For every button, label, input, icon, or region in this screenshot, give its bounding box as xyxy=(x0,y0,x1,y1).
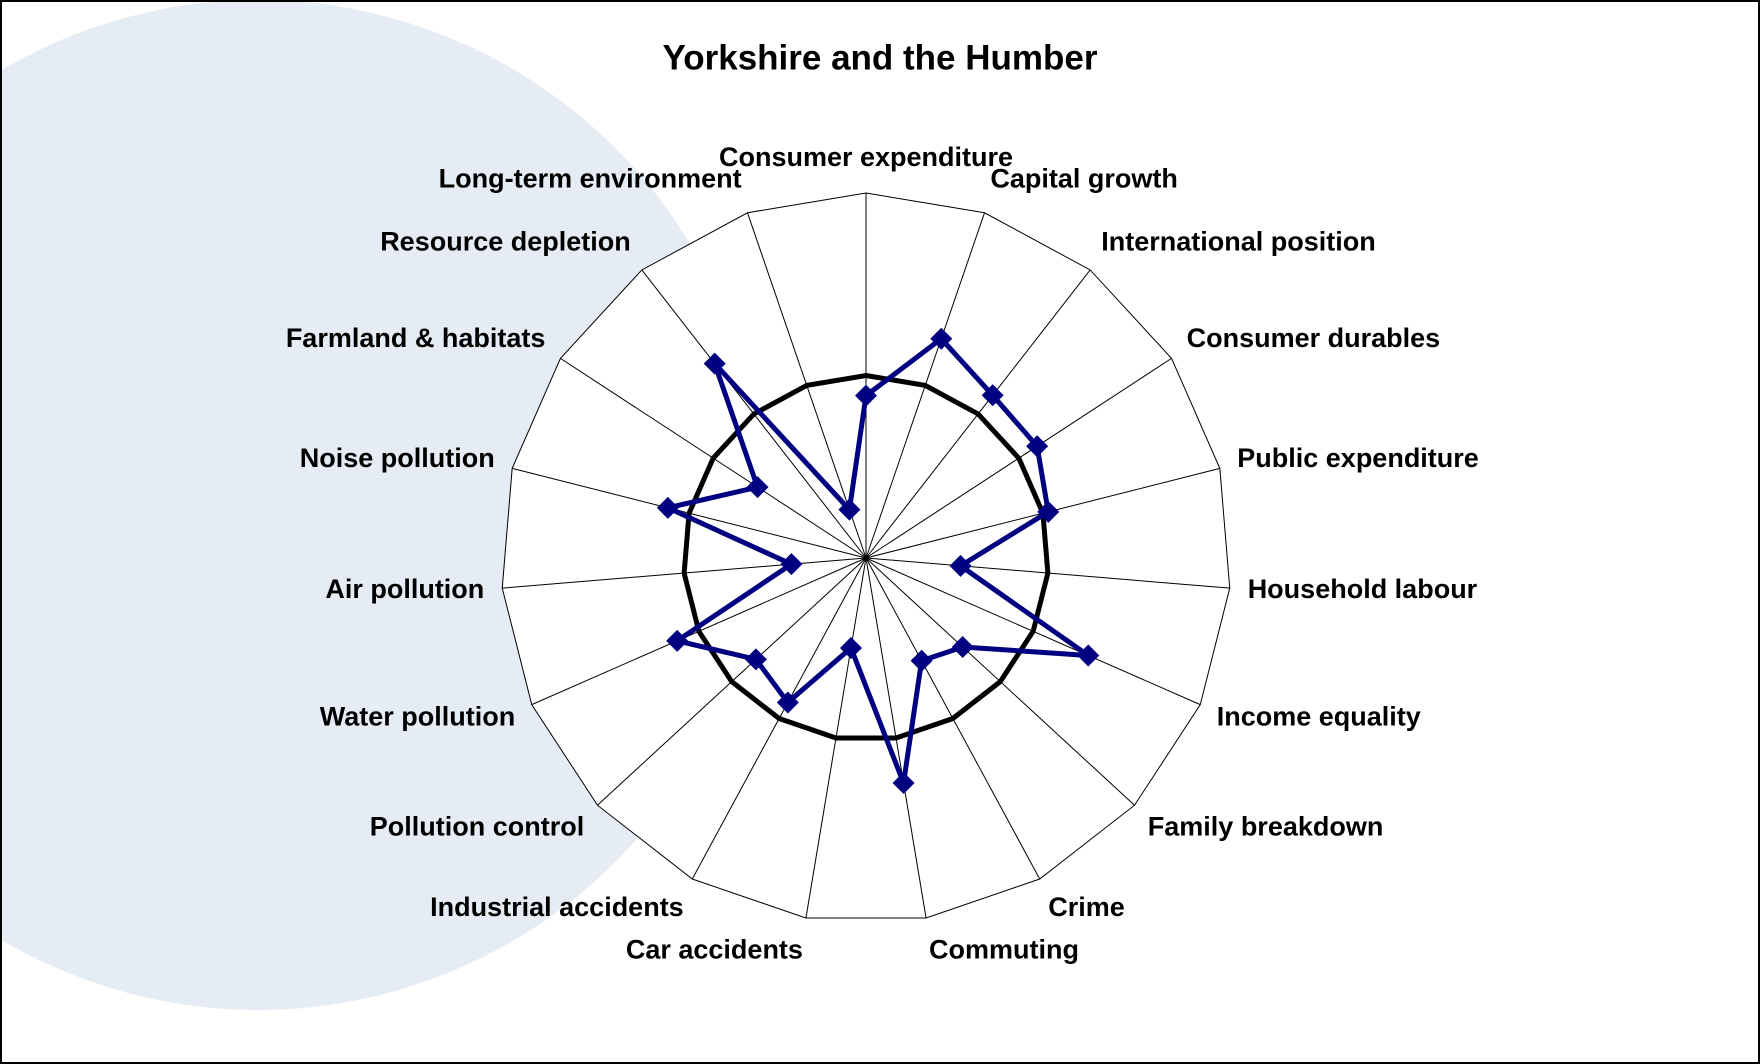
category-label: Capital growth xyxy=(990,164,1177,194)
category-label: Noise pollution xyxy=(300,443,495,473)
category-label: International position xyxy=(1101,226,1376,256)
marker xyxy=(838,498,861,521)
marker xyxy=(776,691,799,714)
category-label: Air pollution xyxy=(325,574,484,604)
category-label: Car accidents xyxy=(626,935,803,965)
marker xyxy=(703,352,726,375)
marker xyxy=(949,554,972,577)
marker xyxy=(656,496,679,519)
marker xyxy=(746,476,769,499)
marker xyxy=(981,384,1004,407)
marker xyxy=(744,648,767,671)
chart-title: Yorkshire and the Humber xyxy=(662,38,1097,77)
marker xyxy=(666,629,689,652)
category-label: Family breakdown xyxy=(1148,811,1384,841)
marker xyxy=(951,635,974,658)
marker xyxy=(1077,644,1100,667)
marker xyxy=(892,772,915,795)
marker xyxy=(1026,435,1049,458)
category-label: Consumer expenditure xyxy=(719,142,1013,172)
category-label: Income equality xyxy=(1217,701,1421,731)
category-label: Water pollution xyxy=(320,701,515,731)
category-label: Pollution control xyxy=(370,811,584,841)
category-label: Consumer durables xyxy=(1187,323,1441,353)
category-label: Household labour xyxy=(1248,574,1478,604)
category-label: Resource depletion xyxy=(380,226,631,256)
marker xyxy=(839,637,862,660)
marker xyxy=(1037,500,1060,523)
category-label: Industrial accidents xyxy=(430,892,684,922)
category-label: Long-term environment xyxy=(439,164,742,194)
marker xyxy=(855,384,877,407)
series-line xyxy=(660,335,1098,793)
category-label: Commuting xyxy=(929,935,1079,965)
marker xyxy=(910,649,933,672)
category-label: Public expenditure xyxy=(1237,443,1479,473)
category-label: Farmland & habitats xyxy=(286,323,546,353)
series-line xyxy=(681,372,1051,741)
category-label: Crime xyxy=(1048,892,1125,922)
marker xyxy=(930,327,953,350)
marker xyxy=(780,553,803,576)
